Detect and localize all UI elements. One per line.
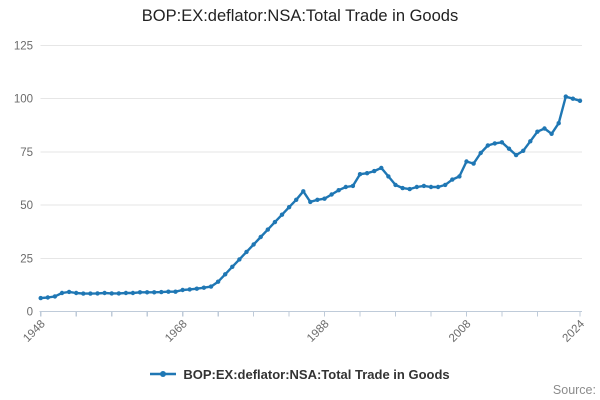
legend-series-label: BOP:EX:deflator:NSA:Total Trade in Goods — [183, 366, 450, 382]
chart-title: BOP:EX:deflator:NSA:Total Trade in Goods — [141, 7, 459, 25]
data-point — [81, 291, 86, 296]
source-label: Source: — [552, 383, 596, 397]
data-point — [308, 199, 313, 205]
data-point — [421, 183, 427, 189]
data-point — [272, 219, 278, 225]
data-point — [95, 291, 100, 296]
data-point — [265, 227, 270, 232]
data-point — [364, 171, 370, 176]
data-point — [152, 290, 157, 295]
data-point — [414, 184, 419, 190]
data-point — [223, 272, 228, 277]
data-point — [457, 174, 462, 179]
data-point — [294, 197, 299, 202]
data-point — [322, 196, 327, 201]
data-point — [492, 141, 497, 146]
data-point — [116, 291, 122, 296]
data-point — [102, 290, 107, 296]
data-point — [173, 289, 178, 294]
data-line — [39, 95, 582, 300]
data-point — [435, 184, 441, 190]
data-point — [52, 294, 58, 299]
data-point — [45, 295, 50, 300]
y-tick-label: 50 — [20, 200, 33, 212]
x-tick-label: 1948 — [21, 318, 48, 345]
data-point — [208, 284, 214, 289]
y-tick-label: 25 — [20, 253, 33, 265]
x-tick-label: 1968 — [163, 318, 190, 345]
y-tick-label: 75 — [20, 147, 33, 159]
x-tick-label: 1988 — [305, 318, 332, 345]
data-point — [513, 152, 519, 158]
data-point — [563, 94, 568, 99]
data-point — [244, 249, 249, 255]
y-tick-label: 0 — [27, 307, 33, 319]
data-point — [471, 161, 476, 166]
data-point — [570, 96, 576, 101]
data-point — [109, 291, 114, 296]
data-point — [66, 289, 72, 295]
data-point — [258, 234, 263, 240]
data-point — [329, 192, 334, 197]
data-point — [393, 182, 398, 188]
data-point — [279, 212, 285, 217]
data-point — [88, 291, 93, 296]
data-point — [194, 286, 199, 291]
data-point — [407, 186, 412, 192]
data-point — [159, 289, 164, 295]
data-point — [521, 148, 526, 153]
data-point — [251, 242, 256, 247]
data-point — [343, 184, 348, 190]
data-point — [549, 131, 554, 136]
data-point — [59, 290, 65, 296]
data-point — [443, 182, 448, 188]
data-point — [130, 290, 136, 296]
x-tick-label: 2008 — [447, 318, 474, 345]
data-point — [230, 264, 235, 269]
data-point — [372, 168, 377, 174]
data-point — [478, 150, 483, 156]
data-point — [379, 165, 384, 171]
data-point — [556, 121, 561, 126]
data-point — [166, 289, 171, 294]
data-point — [123, 290, 129, 296]
data-point — [528, 139, 533, 144]
data-point — [577, 98, 583, 104]
data-point — [336, 188, 341, 193]
data-point — [137, 290, 143, 295]
data-point — [428, 184, 434, 190]
data-point — [400, 185, 405, 191]
data-point — [215, 279, 221, 284]
data-point — [315, 197, 320, 202]
legend-line-marker-icon — [150, 371, 177, 377]
legend[interactable]: BOP:EX:deflator:NSA:Total Trade in Goods — [0, 365, 600, 383]
y-tick-label: 125 — [14, 41, 33, 53]
data-point — [450, 177, 455, 182]
data-point — [464, 159, 469, 164]
data-point — [38, 295, 43, 301]
data-point — [542, 126, 547, 131]
data-point — [201, 285, 207, 290]
y-tick-label: 100 — [14, 94, 33, 106]
data-point — [286, 205, 292, 210]
data-point — [74, 290, 79, 296]
data-point — [187, 287, 192, 292]
data-point — [350, 183, 356, 189]
data-point — [357, 172, 363, 177]
data-point — [506, 146, 512, 151]
data-point — [485, 143, 490, 148]
data-point — [237, 257, 242, 262]
data-point — [301, 189, 306, 194]
data-point — [535, 129, 540, 134]
data-point — [144, 290, 150, 295]
x-tick-label: 2024 — [561, 318, 588, 345]
data-point — [386, 174, 391, 179]
data-point — [499, 140, 505, 145]
data-point — [180, 287, 185, 293]
